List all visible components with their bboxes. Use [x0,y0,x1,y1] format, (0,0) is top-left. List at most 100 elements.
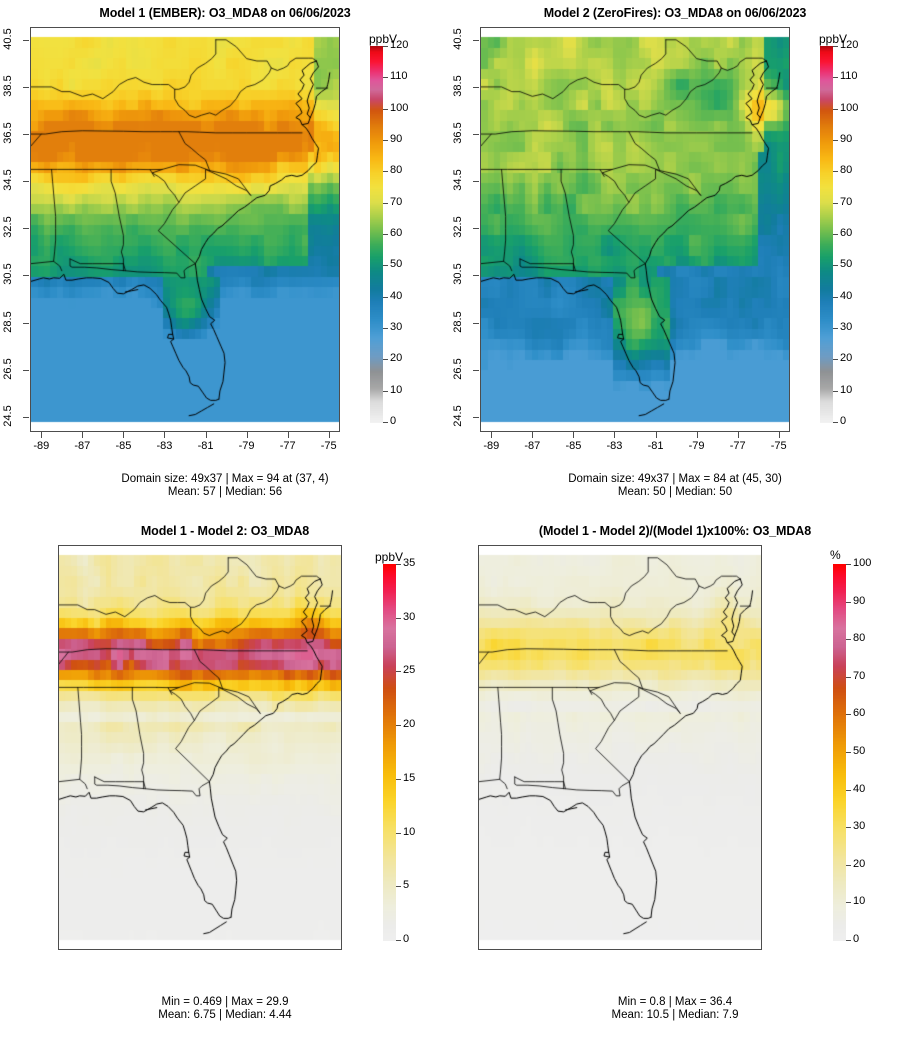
colorbar-tick-label: 50 [853,745,866,757]
y-tick-label: 24.5 [2,405,14,427]
x-tick-mark [287,432,289,438]
colorbar-tick-mark [383,171,388,173]
colorbar-tick-mark [833,296,838,298]
x-tick-label: -89 [33,440,50,452]
colorbar-tick-mark [846,902,851,904]
x-tick-label: -83 [606,440,623,452]
colorbar-tick-mark [383,140,388,141]
colorbar-tick-label: 60 [840,227,853,239]
y-tick-mark [23,369,29,371]
y-tick-mark [473,228,479,230]
colorbar-tick-mark [833,108,838,110]
colorbar-tick-mark [383,202,388,204]
colorbar-tick-mark [846,752,851,753]
x-tick-label: -85 [115,440,132,452]
colorbar-tick-mark [383,77,388,79]
colorbar-tick-label: 20 [390,352,403,365]
panel-3-caption: Min = 0.469 | Max = 29.9 Mean: 6.75 | Me… [158,996,292,1021]
colorbar-tick-label: 40 [853,782,866,795]
y-tick-label: 24.5 [452,405,464,427]
y-tick-label: 34.5 [2,169,14,191]
panel-2-title: Model 2 (ZeroFires): O3_MDA8 on 06/06/20… [543,6,807,20]
y-tick-mark [23,39,29,41]
colorbar-tick-label: 100 [840,101,859,114]
y-tick-mark [23,322,29,324]
colorbar-tick-label: 40 [390,289,403,302]
colorbar-tick-mark [846,601,851,603]
colorbar-tick-mark [396,940,401,941]
panel-2-colorbar [820,46,833,423]
colorbar-tick-mark [846,940,851,941]
x-tick-label: -87 [524,440,541,452]
panel-3-colorbar-gradient [383,564,396,941]
colorbar-tick-label: 100 [853,557,872,569]
panel-4-colorbar-gradient [833,564,846,941]
colorbar-tick-mark [833,77,838,79]
y-tick-label: 28.5 [2,310,14,333]
colorbar-tick-label: 110 [840,70,858,83]
colorbar-tick-label: 50 [390,258,403,271]
panel-3-field-canvas [59,546,341,949]
x-tick-label: -75 [770,440,787,452]
panel-2-map [480,27,790,432]
panel-model-1: Model 1 (EMBER): O3_MDA8 on 06/06/2023 -… [0,0,450,500]
colorbar-tick-label: 20 [403,718,416,731]
x-tick-mark [41,432,43,438]
colorbar-tick-label: 80 [840,164,853,177]
panel-4-map [478,545,762,950]
colorbar-tick-mark [396,617,401,619]
x-tick-mark [737,432,739,438]
y-tick-label: 36.5 [452,122,464,144]
x-tick-mark [123,432,125,438]
x-tick-mark [205,432,207,438]
y-tick-label: 26.5 [2,358,14,380]
colorbar-tick-label: 30 [853,820,866,833]
colorbar-tick-label: 20 [840,352,853,365]
x-tick-mark [655,432,657,438]
x-tick-mark [82,432,84,438]
x-tick-mark [573,432,575,438]
x-tick-label: -81 [197,440,214,452]
x-tick-label: -79 [238,440,255,452]
y-tick-label: 30.5 [452,263,464,286]
colorbar-tick-label: 120 [840,39,859,51]
y-tick-mark [23,134,29,136]
y-tick-label: 32.5 [452,216,464,239]
y-tick-label: 38.5 [2,75,14,97]
colorbar-tick-label: 30 [390,321,403,333]
y-tick-mark [23,181,29,183]
x-tick-label: -79 [688,440,705,452]
colorbar-tick-mark [383,46,388,47]
colorbar-tick-mark [833,359,838,361]
colorbar-tick-label: 0 [853,933,860,945]
x-tick-mark [246,432,248,438]
colorbar-tick-mark [833,328,838,329]
colorbar-tick-mark [833,140,838,141]
y-tick-mark [473,39,479,41]
panel-1-colorbar-gradient [370,46,383,423]
x-tick-label: -77 [279,440,296,452]
colorbar-tick-mark [846,639,851,641]
y-tick-label: 28.5 [452,310,464,333]
panel-4-caption: Min = 0.8 | Max = 36.4 Mean: 10.5 | Medi… [611,996,739,1021]
colorbar-tick-label: 40 [840,289,853,302]
y-tick-label: 36.5 [2,122,14,144]
colorbar-tick-label: 60 [390,227,403,239]
colorbar-tick-label: 35 [403,557,416,569]
colorbar-tick-label: 0 [840,415,847,427]
panel-4-title: (Model 1 - Model 2)/(Model 1)x100%: O3_M… [538,524,812,538]
colorbar-tick-label: 80 [390,164,403,177]
panel-model-2: Model 2 (ZeroFires): O3_MDA8 on 06/06/20… [450,0,900,500]
panel-3-title: Model 1 - Model 2: O3_MDA8 [140,524,310,538]
colorbar-tick-mark [383,108,388,110]
panel-2-colorbar-unit: ppbV [819,32,848,46]
x-tick-label: -87 [74,440,91,452]
colorbar-tick-label: 90 [390,133,403,145]
y-tick-mark [473,322,479,324]
colorbar-tick-mark [383,422,388,423]
colorbar-tick-label: 0 [390,415,397,427]
colorbar-tick-mark [383,359,388,361]
colorbar-tick-mark [833,265,838,267]
x-tick-mark [532,432,534,438]
colorbar-tick-label: 5 [403,879,410,892]
